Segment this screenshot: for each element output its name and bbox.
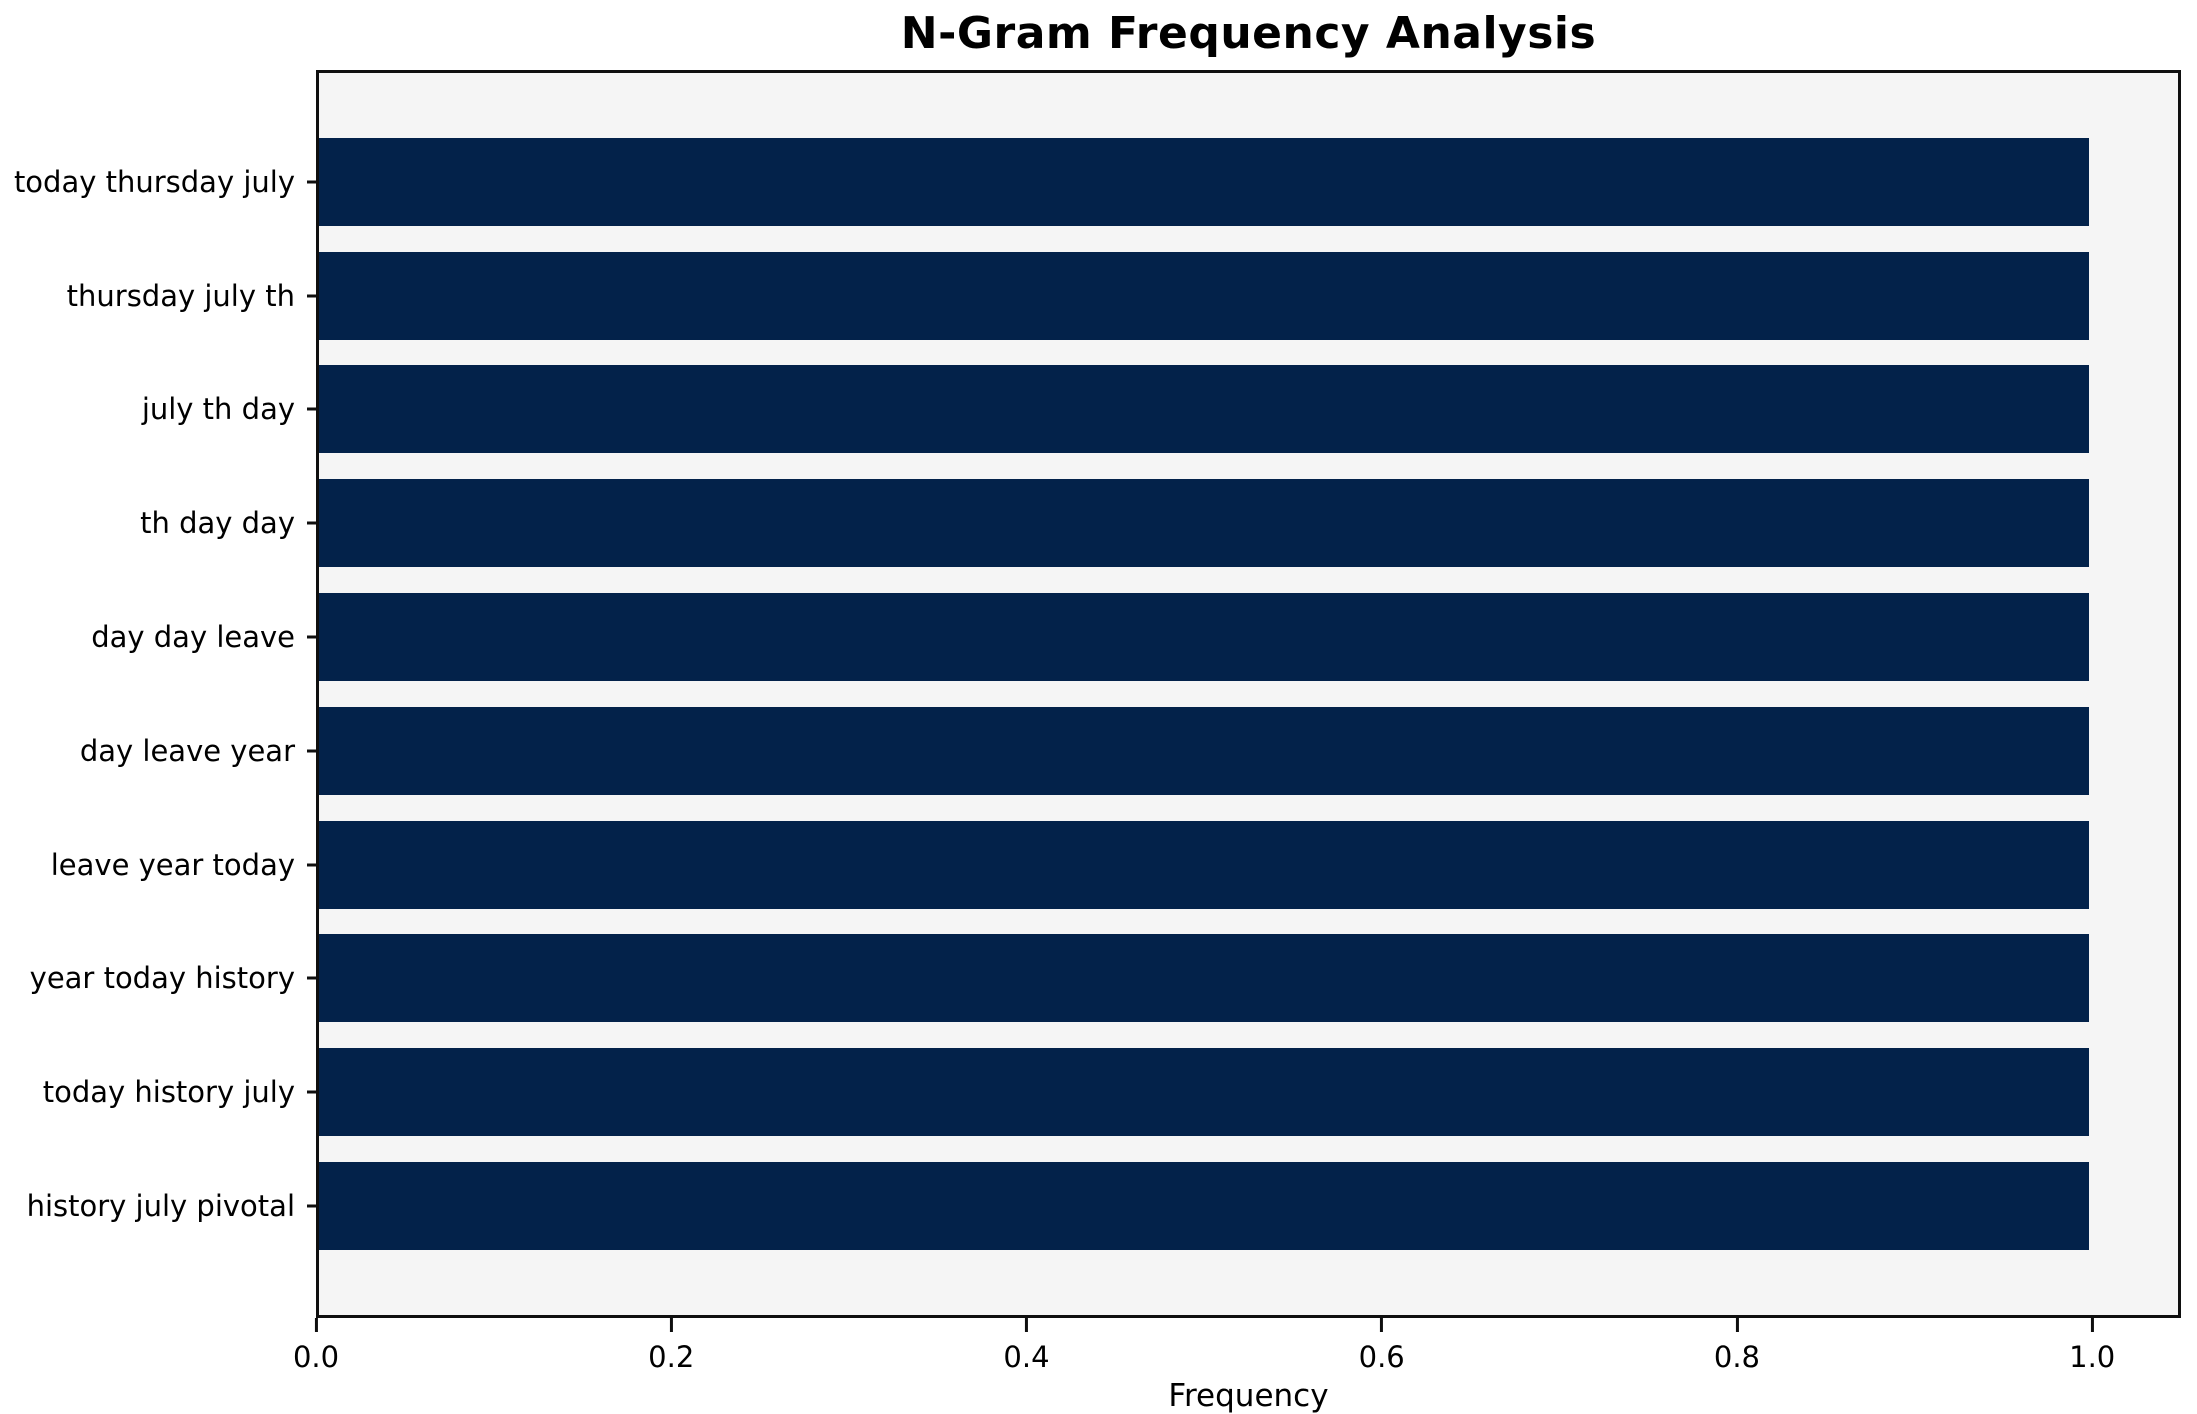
bar-row: day leave year xyxy=(80,694,2178,808)
bar-row: today thursday july xyxy=(14,125,2178,239)
bar-row: history july pivotal xyxy=(27,1149,2178,1263)
y-tick-label: today history july xyxy=(42,1075,295,1110)
bar xyxy=(319,593,2090,682)
bar-row: today history july xyxy=(43,1035,2178,1149)
y-tick-label: th day day xyxy=(140,506,295,541)
bar-row: leave year today xyxy=(51,808,2178,922)
y-tick-label: thursday july th xyxy=(66,278,295,313)
bar-row: thursday july th xyxy=(67,239,2178,353)
x-tick: 1.0 xyxy=(2069,1318,2115,1374)
y-tick-label: day leave year xyxy=(79,733,295,768)
y-tick-label: today thursday july xyxy=(13,164,295,199)
x-tick: 0.0 xyxy=(293,1318,339,1374)
x-tick-label: 0.6 xyxy=(1358,1340,1405,1374)
y-tick-mark xyxy=(307,635,319,639)
x-tick: 0.6 xyxy=(1359,1318,1405,1374)
bar-row: day day leave xyxy=(91,580,2178,694)
x-tick-mark xyxy=(1380,1318,1384,1332)
x-tick: 0.4 xyxy=(1003,1318,1050,1374)
bar xyxy=(319,251,2090,340)
y-tick-mark xyxy=(307,976,319,980)
bar xyxy=(319,1162,2090,1251)
bar xyxy=(319,137,2090,226)
x-tick-label: 0.4 xyxy=(1003,1340,1050,1374)
y-tick-mark xyxy=(307,749,319,753)
plot-area: today thursday july thursday july th july … xyxy=(14,70,2181,1318)
y-tick-label: leave year today xyxy=(50,847,295,882)
x-axis-label: Frequency xyxy=(1168,1378,1329,1414)
y-tick-label: day day leave xyxy=(91,620,295,655)
bar xyxy=(319,1048,2090,1137)
x-tick-mark xyxy=(1024,1318,1028,1332)
bar-row: july th day xyxy=(142,353,2178,467)
y-tick-label: july th day xyxy=(141,392,295,427)
y-tick-label: history july pivotal xyxy=(26,1189,295,1224)
y-tick-label: year today history xyxy=(29,961,295,996)
chart-title: N-Gram Frequency Analysis xyxy=(900,8,1597,59)
y-tick-mark xyxy=(307,294,319,298)
x-tick-mark xyxy=(669,1318,673,1332)
bar xyxy=(319,479,2090,568)
x-tick-label: 0.2 xyxy=(648,1340,695,1374)
bar xyxy=(319,820,2090,909)
x-tick-label: 0.0 xyxy=(292,1340,340,1374)
y-tick-mark xyxy=(307,521,319,525)
bar-rows: today thursday july thursday july th july … xyxy=(14,73,2178,1315)
bar xyxy=(319,934,2090,1023)
x-tick-label: 0.8 xyxy=(1713,1340,1760,1374)
x-tick: 0.8 xyxy=(1714,1318,1760,1374)
x-tick-label: 1.0 xyxy=(2069,1340,2116,1374)
x-tick: 0.2 xyxy=(648,1318,694,1374)
x-tick-mark xyxy=(314,1318,318,1332)
x-tick-mark xyxy=(1735,1318,1739,1332)
bar xyxy=(319,706,2090,795)
x-tick-mark xyxy=(2090,1318,2094,1332)
y-tick-mark xyxy=(307,863,319,867)
bar xyxy=(319,365,2090,454)
y-tick-mark xyxy=(307,1090,319,1094)
y-tick-mark xyxy=(307,407,319,411)
x-axis: 0.0 0.2 0.4 0.6 0.8 1.0 xyxy=(293,1318,2181,1388)
y-tick-mark xyxy=(307,180,319,184)
y-tick-mark xyxy=(307,1204,319,1208)
bar-row: year today history xyxy=(30,922,2178,1036)
bar-row: th day day xyxy=(140,466,2178,580)
